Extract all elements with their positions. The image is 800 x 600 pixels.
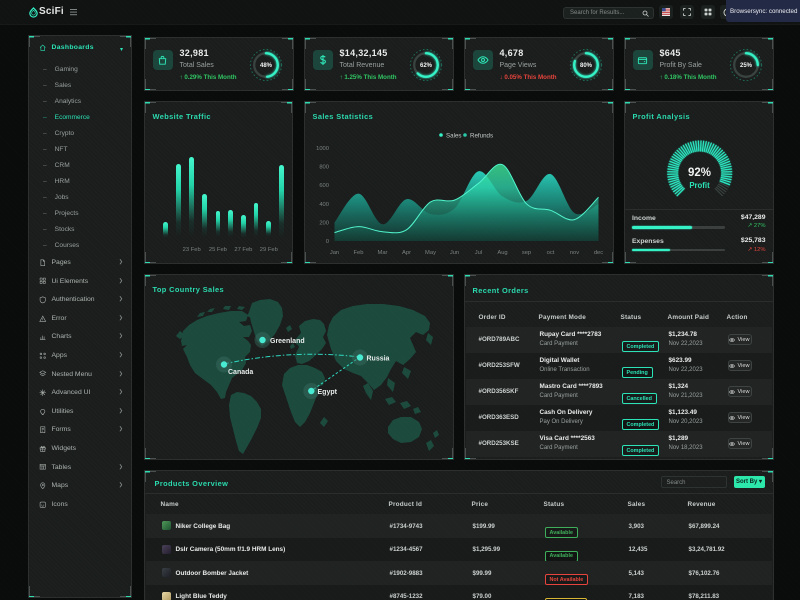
- svg-text:Jun: Jun: [449, 250, 458, 256]
- svg-text:Greenland: Greenland: [270, 338, 305, 345]
- svg-text:400: 400: [319, 202, 329, 208]
- svg-text:Aug: Aug: [497, 250, 507, 256]
- svg-text:dec: dec: [593, 250, 602, 256]
- svg-text:600: 600: [319, 183, 329, 189]
- svg-text:Sales: Sales: [446, 133, 461, 140]
- svg-text:Mar: Mar: [377, 250, 387, 256]
- svg-text:Egypt: Egypt: [317, 389, 337, 396]
- svg-text:25%: 25%: [739, 63, 752, 69]
- svg-text:oct: oct: [546, 250, 554, 256]
- svg-text:80%: 80%: [579, 63, 592, 69]
- svg-text:nov: nov: [569, 250, 578, 256]
- svg-text:May: May: [425, 250, 436, 256]
- svg-text:48%: 48%: [259, 63, 272, 69]
- svg-text:Jul: Jul: [474, 250, 481, 256]
- svg-text:Apr: Apr: [401, 250, 410, 256]
- svg-text:1000: 1000: [316, 146, 329, 152]
- svg-text:0: 0: [325, 239, 328, 245]
- svg-text:Feb: Feb: [353, 250, 363, 256]
- svg-text:Russia: Russia: [366, 356, 389, 363]
- svg-text:800: 800: [319, 165, 329, 171]
- svg-text:Jan: Jan: [329, 250, 338, 256]
- svg-text:62%: 62%: [419, 63, 432, 69]
- svg-text:Refunds: Refunds: [470, 133, 493, 140]
- svg-text:Canada: Canada: [228, 369, 253, 376]
- svg-text:sep: sep: [521, 250, 530, 256]
- svg-text:200: 200: [319, 220, 329, 226]
